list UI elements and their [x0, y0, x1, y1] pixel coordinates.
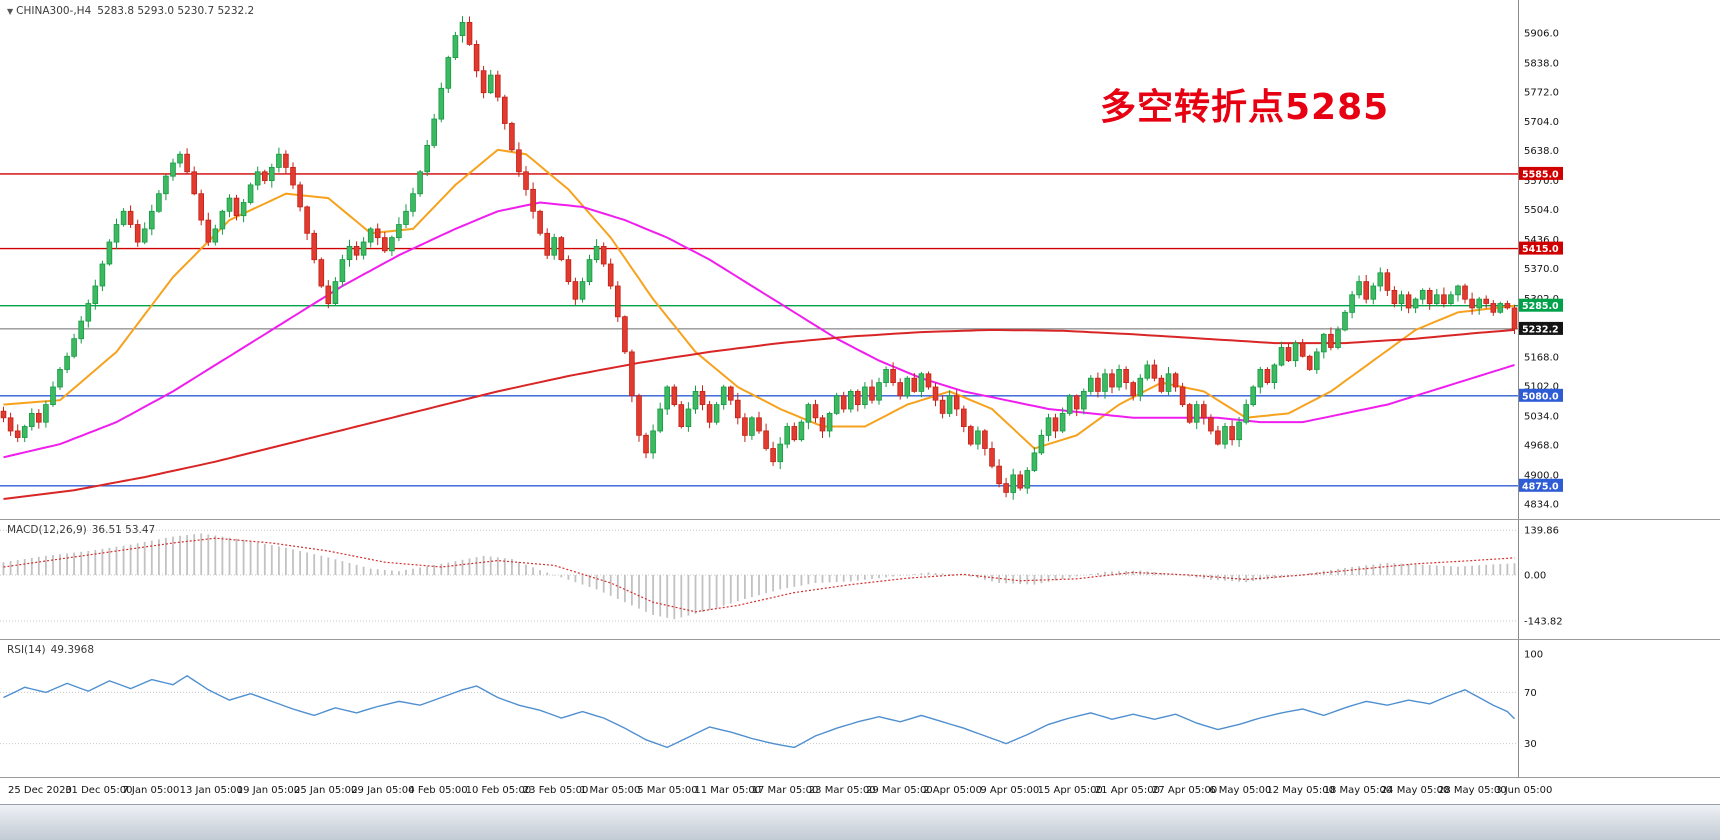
- svg-text:5570.0: 5570.0: [1524, 176, 1559, 187]
- svg-text:4968.0: 4968.0: [1524, 441, 1559, 452]
- time-label: 3 Jun 05:00: [1495, 785, 1553, 796]
- svg-text:5415.0: 5415.0: [1522, 244, 1559, 255]
- time-label: 12 May 05:00: [1266, 785, 1335, 796]
- svg-text:5232.2: 5232.2: [1522, 324, 1559, 335]
- time-label: 23 Mar 05:00: [808, 785, 876, 796]
- svg-text:5585.0: 5585.0: [1522, 169, 1559, 180]
- time-label: 1 Mar 05:00: [580, 785, 641, 796]
- time-label: 15 Apr 05:00: [1037, 785, 1103, 796]
- rsi-indicator-name: RSI(14): [7, 644, 46, 656]
- svg-text:4900.0: 4900.0: [1524, 470, 1559, 481]
- time-label: 9 Apr 05:00: [980, 785, 1040, 796]
- svg-text:5638.0: 5638.0: [1524, 146, 1559, 157]
- svg-text:70: 70: [1524, 688, 1537, 699]
- macd-values: 36.51 53.47: [91, 524, 156, 536]
- chart-header: ▼ CHINA300-,H4 5283.8 5293.0 5230.7 5232.2: [7, 5, 254, 17]
- svg-text:100: 100: [1524, 650, 1543, 661]
- macd-indicator-name: MACD(12,26,9): [7, 524, 87, 536]
- status-bar: [0, 804, 1720, 840]
- price-chart-panel[interactable]: 5906.0 5838.0 5772.0 5704.0 5638.0 5570.0 5504…: [0, 0, 1720, 520]
- time-label: 10 Feb 05:00: [465, 785, 532, 796]
- rsi-chart-svg[interactable]: 100 70 30: [0, 640, 1720, 777]
- time-label: 31 Dec 05:00: [65, 785, 133, 796]
- svg-text:5080.0: 5080.0: [1522, 391, 1559, 402]
- time-label: 5 Mar 05:00: [637, 785, 698, 796]
- svg-text:5772.0: 5772.0: [1524, 87, 1559, 98]
- svg-text:139.86: 139.86: [1524, 526, 1559, 537]
- time-label: 19 Jan 05:00: [236, 785, 301, 796]
- time-label: 13 Jan 05:00: [179, 785, 243, 796]
- symbol-dropdown-icon[interactable]: ▼: [7, 7, 14, 16]
- rsi-label: RSI(14) 49.3968: [7, 644, 94, 656]
- svg-text:5102.0: 5102.0: [1524, 382, 1559, 393]
- annotation-text: 多空转折点5285: [1100, 87, 1390, 128]
- macd-panel[interactable]: 139.86 0.00 -143.82 MACD(12,26,9) 36.51 53.…: [0, 520, 1720, 640]
- ohlc-values: 5283.8 5293.0 5230.7 5232.2: [97, 5, 255, 17]
- price-chart-svg[interactable]: 5906.0 5838.0 5772.0 5704.0 5638.0 5570.0 5504…: [0, 0, 1720, 519]
- time-label: 7 Jan 05:00: [122, 785, 180, 796]
- svg-text:5906.0: 5906.0: [1524, 28, 1559, 39]
- time-label: 17 Mar 05:00: [751, 785, 819, 796]
- svg-text:5436.0: 5436.0: [1524, 235, 1559, 246]
- time-label: 29 Mar 05:00: [866, 785, 933, 796]
- svg-text:5504.0: 5504.0: [1524, 205, 1559, 216]
- rsi-value: 49.3968: [50, 644, 95, 656]
- time-label: 23 Feb 05:00: [522, 785, 589, 796]
- svg-text:4834.0: 4834.0: [1524, 499, 1559, 510]
- time-label: 29 Jan 05:00: [351, 785, 415, 796]
- time-label: 25 Dec 2020: [8, 785, 72, 796]
- svg-text:-143.82: -143.82: [1524, 617, 1563, 628]
- svg-text:5370.0: 5370.0: [1524, 264, 1559, 275]
- svg-text:5285.0: 5285.0: [1522, 301, 1559, 312]
- svg-text:5168.0: 5168.0: [1524, 353, 1559, 364]
- time-label: 28 May 05:00: [1438, 785, 1507, 796]
- svg-text:5704.0: 5704.0: [1524, 117, 1559, 128]
- svg-text:0.00: 0.00: [1524, 571, 1546, 582]
- time-label: 18 May 05:00: [1323, 785, 1393, 796]
- symbol-period-label: CHINA300-,H4: [16, 5, 92, 17]
- macd-chart-svg[interactable]: 139.86 0.00 -143.82: [0, 520, 1720, 639]
- time-label: 4 Feb 05:00: [408, 785, 468, 796]
- svg-text:5034.0: 5034.0: [1524, 412, 1559, 423]
- time-label: 6 May 05:00: [1209, 785, 1272, 796]
- time-label: 11 Mar 05:00: [694, 785, 762, 796]
- time-axis[interactable]: 25 Dec 2020 31 Dec 05:00 7 Jan 05:00 13 Jan…: [0, 778, 1720, 804]
- time-label: 2 Apr 05:00: [923, 785, 983, 796]
- svg-text:4875.0: 4875.0: [1522, 481, 1559, 492]
- rsi-panel[interactable]: 100 70 30 RSI(14) 49.3968: [0, 640, 1720, 778]
- svg-text:5838.0: 5838.0: [1524, 58, 1559, 69]
- time-label: 21 Apr 05:00: [1094, 785, 1160, 796]
- time-label: 25 Jan 05:00: [294, 785, 358, 796]
- time-label: 24 May 05:00: [1380, 785, 1450, 796]
- time-label: 27 Apr 05:00: [1152, 785, 1218, 796]
- macd-label: MACD(12,26,9) 36.51 53.47: [7, 524, 155, 536]
- svg-text:30: 30: [1524, 739, 1537, 750]
